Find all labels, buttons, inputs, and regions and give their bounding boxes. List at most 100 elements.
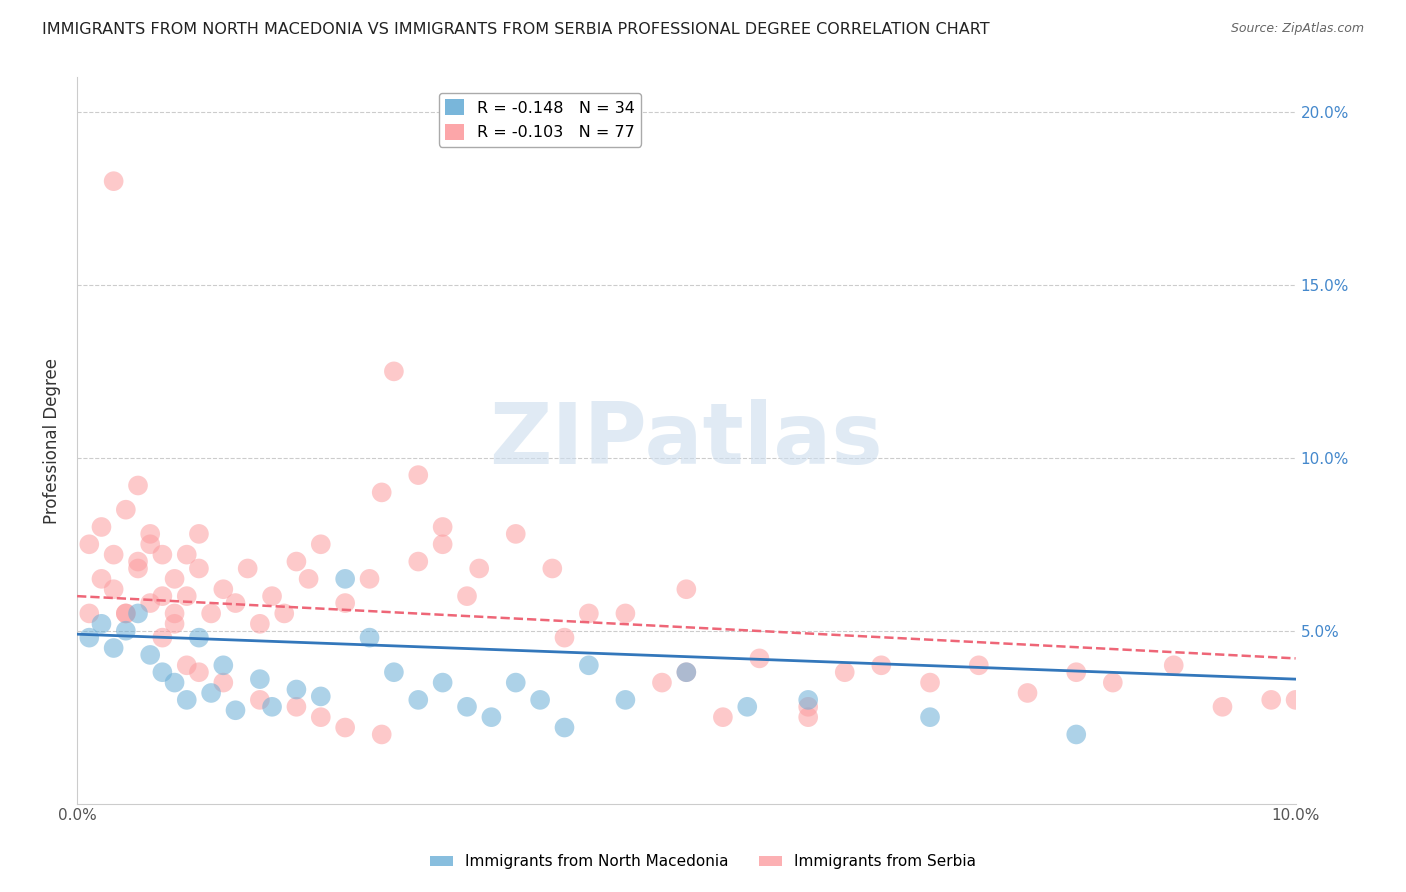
Point [176, 548, 198, 562]
Point [797, 699, 820, 714]
Text: Source: ZipAtlas.com: Source: ZipAtlas.com [1230, 22, 1364, 36]
Point [359, 572, 381, 586]
Point [103, 640, 125, 655]
Point [249, 616, 271, 631]
Point [967, 658, 990, 673]
Point [309, 537, 332, 551]
Point [90, 616, 112, 631]
Point [553, 721, 575, 735]
Point [370, 485, 392, 500]
Point [1284, 693, 1306, 707]
Point [224, 703, 246, 717]
Point [127, 478, 149, 492]
Point [675, 665, 697, 680]
Point [249, 672, 271, 686]
Point [359, 631, 381, 645]
Point [456, 699, 478, 714]
Point [249, 693, 271, 707]
Text: ZIPatlas: ZIPatlas [489, 399, 883, 482]
Point [139, 596, 162, 610]
Legend: R = -0.148   N = 34, R = -0.103   N = 77: R = -0.148 N = 34, R = -0.103 N = 77 [439, 93, 641, 146]
Point [150, 665, 173, 680]
Point [163, 616, 186, 631]
Point [432, 520, 454, 534]
Point [90, 572, 112, 586]
Point [529, 693, 551, 707]
Point [406, 693, 429, 707]
Point [176, 589, 198, 603]
Point [382, 364, 405, 378]
Point [479, 710, 502, 724]
Point [77, 607, 100, 621]
Point [614, 607, 637, 621]
Point [505, 675, 527, 690]
Point [212, 675, 235, 690]
Point [285, 555, 308, 569]
Point [187, 631, 209, 645]
Point [651, 675, 673, 690]
Point [918, 710, 941, 724]
Point [711, 710, 734, 724]
Point [285, 682, 308, 697]
Point [675, 665, 697, 680]
Point [236, 561, 259, 575]
Point [578, 658, 600, 673]
Point [187, 561, 209, 575]
Point [468, 561, 491, 575]
Point [260, 699, 283, 714]
Point [1163, 658, 1185, 673]
Point [187, 665, 209, 680]
Point [150, 631, 173, 645]
Point [77, 537, 100, 551]
Point [1211, 699, 1233, 714]
Point [114, 624, 136, 638]
Point [614, 693, 637, 707]
Point [309, 690, 332, 704]
Point [834, 665, 856, 680]
Point [212, 582, 235, 597]
Point [1017, 686, 1039, 700]
Point [200, 607, 222, 621]
Point [432, 537, 454, 551]
Point [309, 710, 332, 724]
Point [578, 607, 600, 621]
Point [139, 648, 162, 662]
Point [1260, 693, 1282, 707]
Point [127, 607, 149, 621]
Point [103, 174, 125, 188]
Point [77, 631, 100, 645]
Point [333, 596, 356, 610]
Point [114, 607, 136, 621]
Point [432, 675, 454, 690]
Point [382, 665, 405, 680]
Text: IMMIGRANTS FROM NORTH MACEDONIA VS IMMIGRANTS FROM SERBIA PROFESSIONAL DEGREE CO: IMMIGRANTS FROM NORTH MACEDONIA VS IMMIG… [42, 22, 990, 37]
Point [797, 693, 820, 707]
Legend: Immigrants from North Macedonia, Immigrants from Serbia: Immigrants from North Macedonia, Immigra… [423, 848, 983, 875]
Point [333, 572, 356, 586]
Point [163, 675, 186, 690]
Point [103, 582, 125, 597]
Point [150, 548, 173, 562]
Point [200, 686, 222, 700]
Point [870, 658, 893, 673]
Point [333, 721, 356, 735]
Point [1064, 727, 1087, 741]
Point [163, 607, 186, 621]
Point [505, 527, 527, 541]
Point [139, 537, 162, 551]
Point [285, 699, 308, 714]
Point [370, 727, 392, 741]
Point [176, 693, 198, 707]
Point [127, 555, 149, 569]
Point [918, 675, 941, 690]
Point [127, 561, 149, 575]
Point [553, 631, 575, 645]
Point [103, 548, 125, 562]
Point [273, 607, 295, 621]
Point [748, 651, 770, 665]
Point [114, 607, 136, 621]
Point [139, 527, 162, 541]
Point [1101, 675, 1123, 690]
Point [541, 561, 564, 575]
Point [150, 589, 173, 603]
